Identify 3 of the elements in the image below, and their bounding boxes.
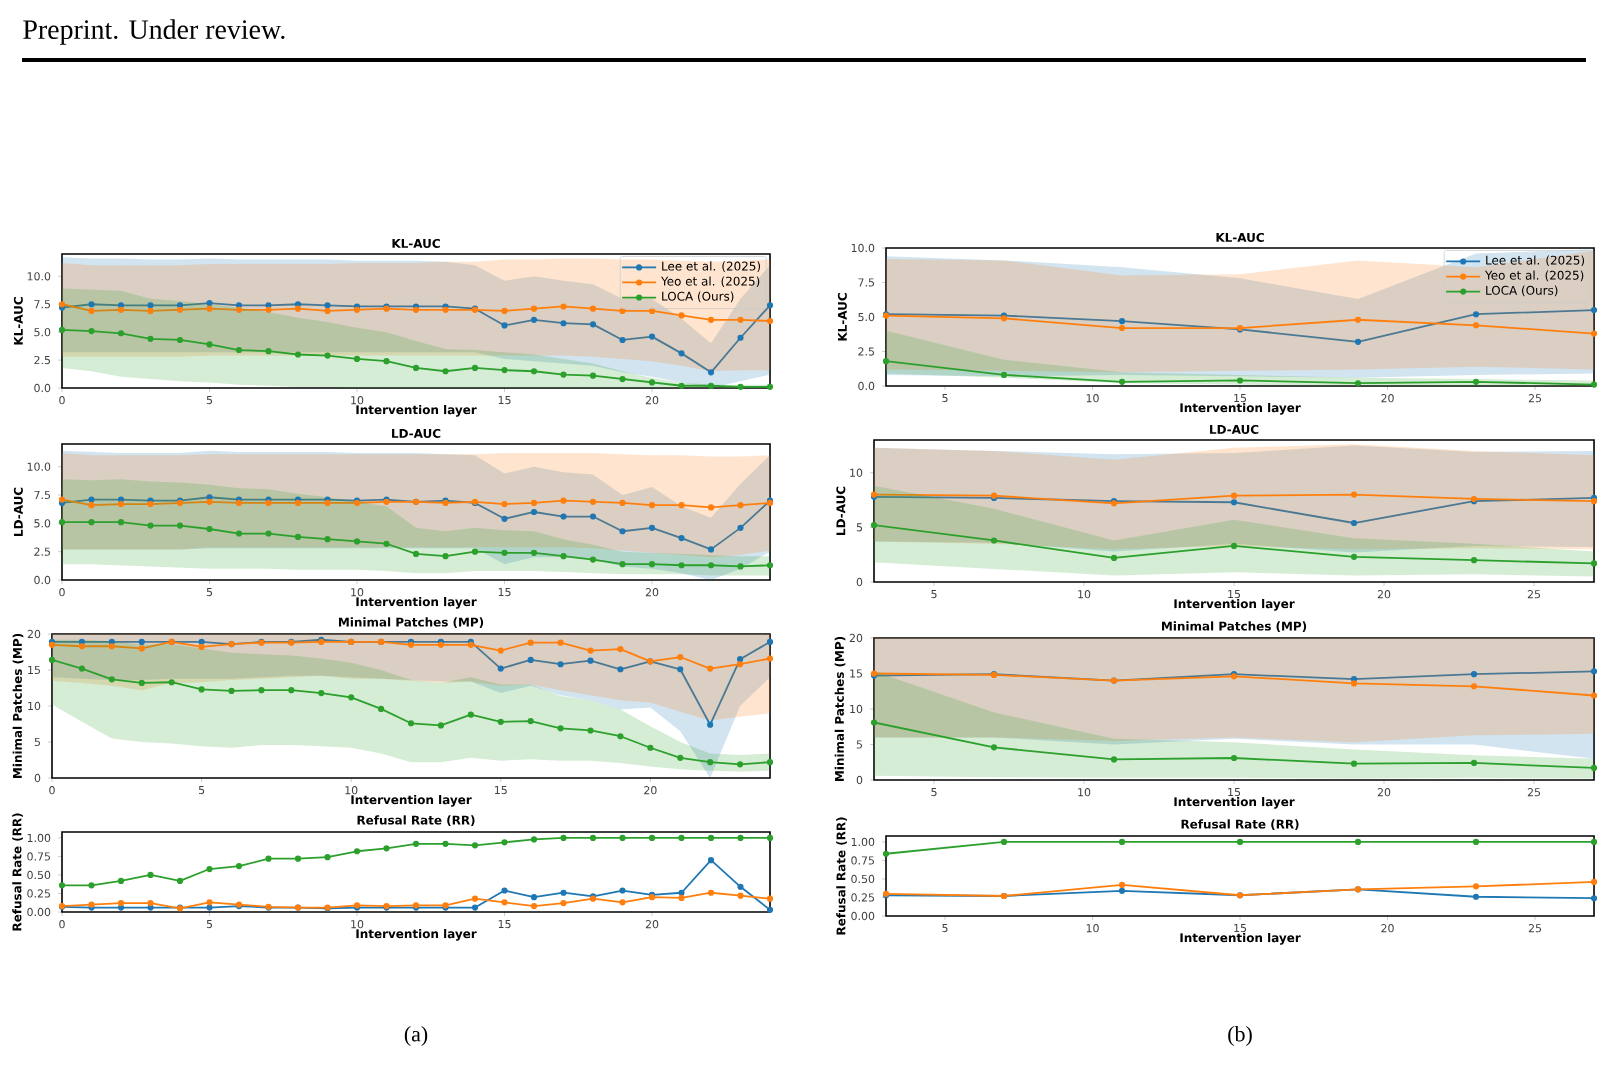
text: (b) (1228, 1026, 1252, 1046)
text: Preprint. Under review. (23, 19, 285, 45)
text: (a) (404, 1026, 428, 1046)
